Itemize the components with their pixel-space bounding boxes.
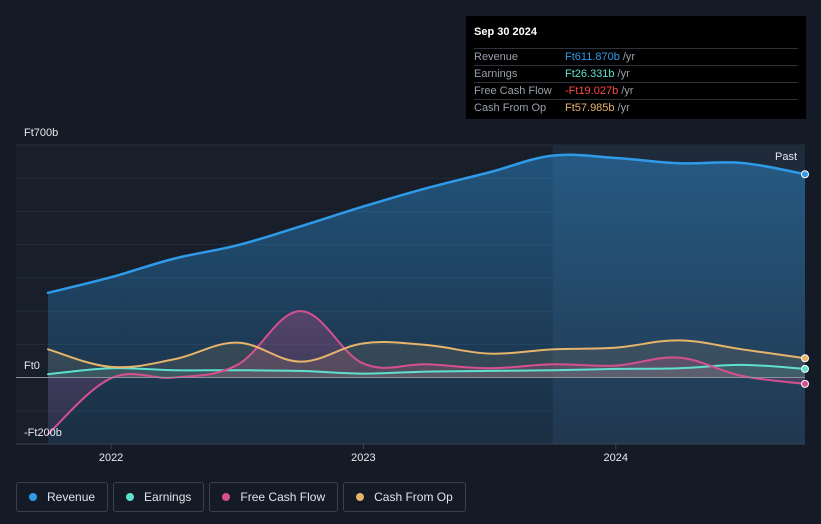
tooltip-unit: /yr	[621, 85, 634, 97]
tooltip: Sep 30 2024 Revenue Ft611.870b /yr Earni…	[466, 16, 806, 119]
legend-dot-icon	[356, 493, 365, 501]
x-tick-label: 2023	[351, 452, 375, 464]
legend-label: Free Cash Flow	[240, 490, 326, 504]
tooltip-label: Cash From Op	[474, 102, 547, 114]
legend-label: Earnings	[144, 490, 192, 504]
tooltip-date: Sep 30 2024	[474, 26, 537, 38]
y-label-bottom: -Ft200b	[24, 427, 62, 439]
y-label-zero: Ft0	[24, 360, 40, 372]
legend-item-earnings[interactable]: Earnings	[113, 482, 205, 512]
revenue-end-marker	[801, 170, 809, 179]
legend-dot-icon	[29, 493, 37, 501]
legend-item-free-cash-flow[interactable]: Free Cash Flow	[209, 482, 339, 512]
tooltip-row-revenue: Revenue Ft611.870b /yr	[474, 48, 798, 65]
tooltip-value: Ft611.870b	[565, 51, 620, 63]
legend-item-revenue[interactable]: Revenue	[16, 482, 109, 512]
tooltip-row-free-cash-flow: Free Cash Flow -Ft19.027b /yr	[474, 82, 798, 99]
x-tick-label: 2022	[99, 452, 123, 464]
tooltip-unit: /yr	[617, 102, 630, 114]
past-label: Past	[775, 151, 797, 163]
legend: Revenue Earnings Free Cash Flow Cash Fro…	[16, 482, 466, 512]
x-tick-label: 2024	[604, 452, 628, 464]
end-markers	[801, 170, 809, 388]
tooltip-value: -Ft19.027b	[565, 85, 619, 97]
tooltip-value: Ft26.331b	[565, 68, 615, 80]
free-cash-flow-end-marker	[801, 379, 809, 388]
tooltip-unit: /yr	[617, 68, 630, 80]
legend-item-cash-from-op[interactable]: Cash From Op	[343, 482, 466, 512]
cash-from-op-line	[47, 339, 806, 369]
x-ticks: 2022 2023 2024	[99, 444, 628, 464]
tooltip-label: Revenue	[474, 51, 519, 63]
revenue-line	[46, 153, 807, 295]
tooltip-label: Free Cash Flow	[474, 85, 552, 97]
tooltip-row-cash-from-op: Cash From Op Ft57.985b /yr	[474, 99, 798, 116]
tooltip-row-earnings: Earnings Ft26.331b /yr	[474, 65, 798, 82]
tooltip-label: Earnings	[474, 68, 518, 80]
legend-label: Revenue	[47, 490, 96, 504]
legend-dot-icon	[126, 493, 135, 501]
cash-from-op-end-marker	[801, 354, 809, 363]
tooltip-unit: /yr	[622, 51, 636, 63]
legend-dot-icon	[222, 493, 231, 501]
legend-label: Cash From Op	[374, 490, 453, 504]
earnings-line	[47, 363, 806, 376]
y-label-top: Ft700b	[24, 127, 58, 139]
earnings-end-marker	[801, 364, 809, 373]
tooltip-value: Ft57.985b	[565, 102, 615, 114]
